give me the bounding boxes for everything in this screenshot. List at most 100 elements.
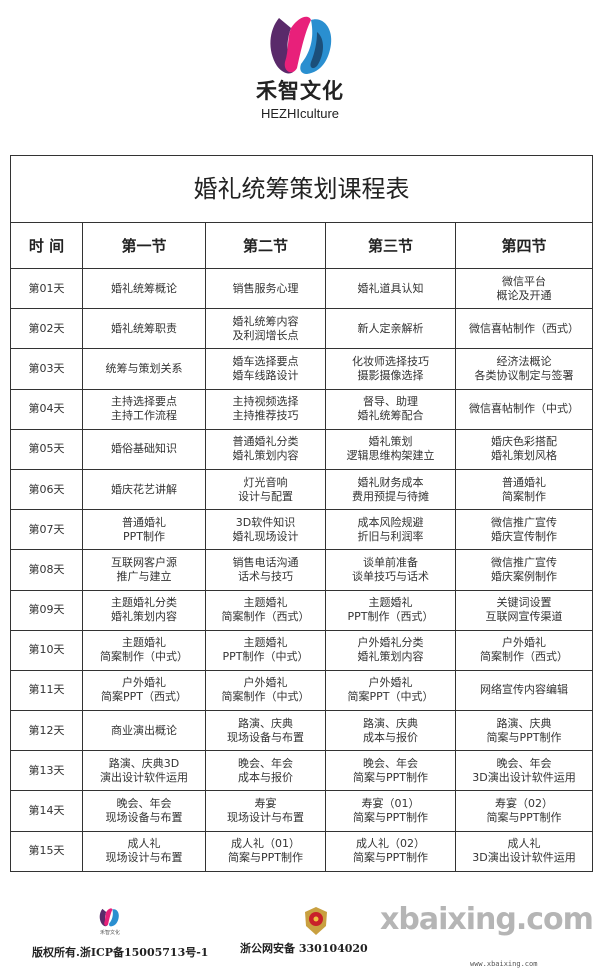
footer: 禾智文化 版权所有.浙ICP备15005713号-1 浙公网安备 3301040… xyxy=(0,900,600,972)
table-row: 第12天 商业演出概论 路演、庆典 现场设备与布置 路演、庆典 成本与报价 路演、庆典 简案与… xyxy=(10,710,594,752)
course-text: 晚会、年会 xyxy=(116,797,172,811)
course-cell: 主持选择要点 主持工作流程 xyxy=(82,388,206,430)
course-text: 互联网客户源 xyxy=(111,555,177,569)
course-text: 路演、庆典 xyxy=(238,716,293,730)
header-row: 时 间 第一节 第二节 第三节 第四节 xyxy=(10,222,594,269)
course-cell: 微信推广宣传 婚庆宣传制作 xyxy=(454,509,594,551)
day-cell: 第03天 xyxy=(10,348,83,390)
table-row: 第03天 统筹与策划关系 婚车选择要点 婚车线路设计 化妆师选择技巧 摄影摄像选择 经济法概… xyxy=(10,348,594,390)
course-text: 婚俗基础知识 xyxy=(111,442,177,456)
course-cell: 晚会、年会 3D演出设计软件运用 xyxy=(454,750,594,792)
course-text: 销售电话沟通 xyxy=(232,555,299,569)
watermark-url: www.xbaixing.com xyxy=(470,960,538,968)
course-text: 简案与PPT制作 xyxy=(228,851,303,865)
course-text: 户外婚礼分类 xyxy=(357,636,424,650)
course-text: 成本与报价 xyxy=(238,770,293,784)
course-text: 寿宴（02） xyxy=(495,797,554,811)
police-emblem-icon xyxy=(303,906,329,940)
course-cell: 婚礼统筹职责 xyxy=(82,308,206,350)
course-text: 主持选择要点 xyxy=(111,395,177,409)
course-text: 主题婚礼 xyxy=(243,636,288,650)
footer-logo-text: 禾智文化 xyxy=(99,930,120,936)
course-text: 灯光音响 xyxy=(243,475,288,489)
table-row: 第11天 户外婚礼 简案PPT（西式） 户外婚礼 简案制作（中式） 户外婚礼 简案PPT（中… xyxy=(10,669,594,712)
course-cell: 关键词设置 互联网宣传渠道 xyxy=(454,589,594,631)
course-text: 婚车选择要点 xyxy=(232,354,299,368)
course-text: 关键词设置 xyxy=(496,596,552,610)
course-text: 婚庆宣传制作 xyxy=(491,529,558,543)
course-text: 成本风险规避 xyxy=(357,515,424,529)
table-row: 第01天 婚礼统筹概论 销售服务心理 婚礼道具认知 微信平台 概论及开通 xyxy=(10,267,594,310)
course-cell: 婚礼财务成本 费用预提与待摊 xyxy=(325,468,456,511)
course-cell: 网络宣传内容编辑 xyxy=(454,669,594,712)
course-text: 普通婚礼 xyxy=(122,515,166,529)
day-cell: 第02天 xyxy=(10,308,83,350)
course-text: 商业演出概论 xyxy=(111,723,177,737)
course-text: 婚庆案例制作 xyxy=(491,569,558,583)
course-text: 现场设计与布置 xyxy=(105,851,183,865)
course-text: 经济法概论 xyxy=(496,354,552,368)
course-text: 寿宴 xyxy=(254,797,277,811)
course-cell: 婚礼统筹内容 及利润增长点 xyxy=(205,308,326,350)
day-cell: 第07天 xyxy=(10,509,83,551)
table-row: 第07天 普通婚礼 PPT制作 3D软件知识 婚礼现场设计 成本风险规避 折旧与利润率 微信推… xyxy=(10,509,594,551)
course-cell: 路演、庆典 简案与PPT制作 xyxy=(454,710,594,752)
course-cell: 成人礼 3D演出设计软件运用 xyxy=(454,830,594,872)
column-header: 第四节 xyxy=(454,222,594,269)
course-text: 各类协议制定与签署 xyxy=(474,368,574,382)
course-text: 费用预提与待摊 xyxy=(352,489,429,503)
course-cell: 婚礼道具认知 xyxy=(325,267,456,310)
course-cell: 新人定亲解析 xyxy=(325,308,456,350)
course-text: 微信平台 xyxy=(502,274,547,288)
table-row: 第02天 婚礼统筹职责 婚礼统筹内容 及利润增长点 新人定亲解析 微信喜帖制作（西式） xyxy=(10,308,594,350)
course-cell: 化妆师选择技巧 摄影摄像选择 xyxy=(325,348,456,390)
course-text: 督导、助理 xyxy=(363,395,418,409)
course-cell: 寿宴（01） 简案与PPT制作 xyxy=(325,790,456,832)
column-header: 时 间 xyxy=(10,222,83,269)
table-title: 婚礼统筹策划课程表 xyxy=(9,155,594,223)
table-row: 第10天 主题婚礼 简案制作（中式） 主题婚礼 PPT制作（中式） 户外婚礼分类 婚礼策划内… xyxy=(10,629,594,671)
course-text: 3D演出设计软件运用 xyxy=(472,851,576,865)
day-cell: 第13天 xyxy=(10,750,83,792)
course-cell: 婚庆花艺讲解 xyxy=(82,468,206,511)
table-row: 第04天 主持选择要点 主持工作流程 主持视频选择 主持推荐技巧 督导、助理 婚礼统筹配合微… xyxy=(10,388,594,430)
column-header: 第二节 xyxy=(205,222,326,269)
course-text: 现场设备与布置 xyxy=(227,730,304,744)
course-cell: 商业演出概论 xyxy=(82,710,206,752)
brand-logo-icon xyxy=(270,16,332,75)
day-cell: 第06天 xyxy=(10,468,83,511)
course-cell: 成人礼（02） 简案与PPT制作 xyxy=(325,830,456,872)
table-row: 第13天 路演、庆典3D 演出设计软件运用 晚会、年会 成本与报价 晚会、年会 简案与PPT… xyxy=(10,750,594,792)
course-text: 设计与配置 xyxy=(238,489,293,503)
course-cell: 户外婚礼 简案PPT（西式） xyxy=(82,669,206,712)
course-text: 成人礼（02） xyxy=(356,837,425,851)
course-text: 户外婚礼 xyxy=(122,676,166,690)
footer-logo xyxy=(98,906,120,932)
course-cell: 户外婚礼 简案制作（西式） xyxy=(454,629,594,671)
course-cell: 销售服务心理 xyxy=(205,267,326,310)
course-text: 演出设计软件运用 xyxy=(100,770,188,784)
course-cell: 谈单前准备 谈单技巧与话术 xyxy=(325,549,456,591)
brand-logo xyxy=(262,10,338,78)
course-cell: 主题婚礼 简案制作（中式） xyxy=(82,629,206,671)
course-text: 推广与建立 xyxy=(116,569,172,583)
course-cell: 主持视频选择 主持推荐技巧 xyxy=(205,388,326,430)
course-cell: 普通婚礼分类 婚礼策划内容 xyxy=(205,428,326,470)
course-cell: 婚俗基础知识 xyxy=(82,428,206,470)
course-cell: 销售电话沟通 话术与技巧 xyxy=(205,549,326,591)
day-cell: 第12天 xyxy=(10,710,83,752)
course-text: 网络宣传内容编辑 xyxy=(480,683,569,697)
course-text: 婚车线路设计 xyxy=(232,368,299,382)
day-cell: 第14天 xyxy=(10,790,83,832)
course-text: 谈单技巧与话术 xyxy=(352,569,429,583)
course-text: 主题婚礼 xyxy=(122,636,166,650)
beian-text[interactable]: 浙公网安备 330104020 xyxy=(240,942,368,955)
brand-name-en: HEZHIculture xyxy=(260,106,340,121)
course-text: 主持工作流程 xyxy=(111,409,177,423)
table-row: 第15天 成人礼 现场设计与布置 成人礼（01） 简案与PPT制作 成人礼（02） 简案与P… xyxy=(10,830,594,872)
copyright-text[interactable]: 版权所有.浙ICP备15005713号-1 xyxy=(32,946,209,959)
course-text: 谈单前准备 xyxy=(363,555,418,569)
course-cell: 晚会、年会 成本与报价 xyxy=(205,750,326,792)
course-text: 新人定亲解析 xyxy=(357,321,424,335)
course-text: 婚礼统筹职责 xyxy=(111,321,177,335)
